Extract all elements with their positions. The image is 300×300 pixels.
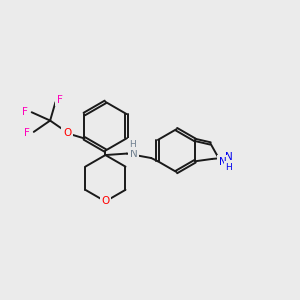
Text: O: O: [63, 128, 71, 138]
Text: H: H: [226, 163, 232, 172]
Text: F: F: [22, 107, 28, 117]
Text: N: N: [219, 157, 226, 167]
Text: N: N: [130, 148, 137, 159]
Text: F: F: [24, 128, 30, 138]
Text: F: F: [57, 95, 63, 105]
Text: N: N: [225, 152, 232, 162]
Text: H: H: [129, 140, 136, 148]
Text: O: O: [101, 196, 110, 206]
